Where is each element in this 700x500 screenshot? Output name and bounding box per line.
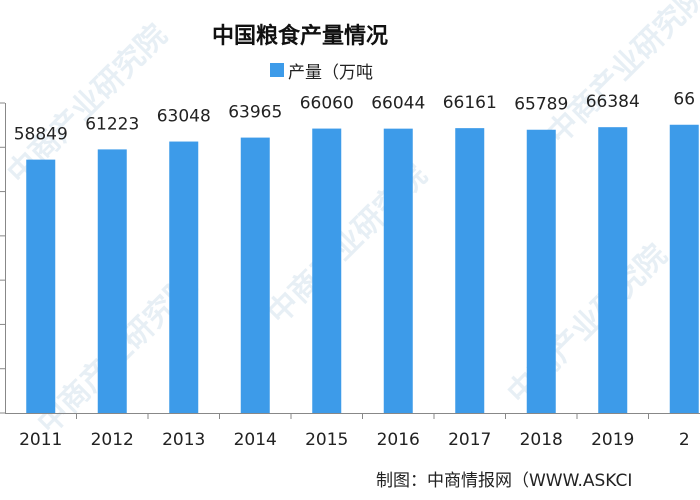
value-label: 58849 [14,125,68,145]
x-tick-label: 2019 [591,430,634,450]
x-tick-label: 2018 [520,430,563,450]
value-label: 63048 [157,107,211,127]
x-tick-label: 2015 [305,430,348,450]
legend: 产量（万吨 [270,60,373,83]
value-label: 66384 [586,92,640,112]
bar [669,124,699,413]
x-tick-label: 2012 [91,430,134,450]
x-tick-label: 2011 [19,430,62,450]
bar [97,149,127,413]
chart-title: 中国粮食产量情况 [211,24,388,49]
x-tick-label: 2016 [377,430,420,450]
x-tick-label: 2014 [234,430,277,450]
x-tick-label: 2013 [162,430,205,450]
value-label: 65789 [514,95,568,115]
credit-text: 制图：中商情报网（WWW.ASKCI [376,471,633,491]
bar [598,127,628,414]
value-label: 66044 [371,94,425,114]
bar [26,159,56,413]
bar [383,128,413,413]
x-tick-label: 2017 [448,430,491,450]
value-label: 66060 [300,94,354,114]
bar [240,137,270,413]
bar [312,128,342,413]
value-label: 66161 [443,93,497,113]
bar [455,128,485,413]
value-label: 66 [673,90,695,110]
bar [526,129,556,413]
legend-swatch [270,63,284,77]
legend-label: 产量（万吨 [288,62,373,83]
value-label: 61223 [85,114,139,134]
x-tick-label: 2 [679,430,690,450]
value-label: 63965 [228,103,282,123]
bar [169,141,199,413]
